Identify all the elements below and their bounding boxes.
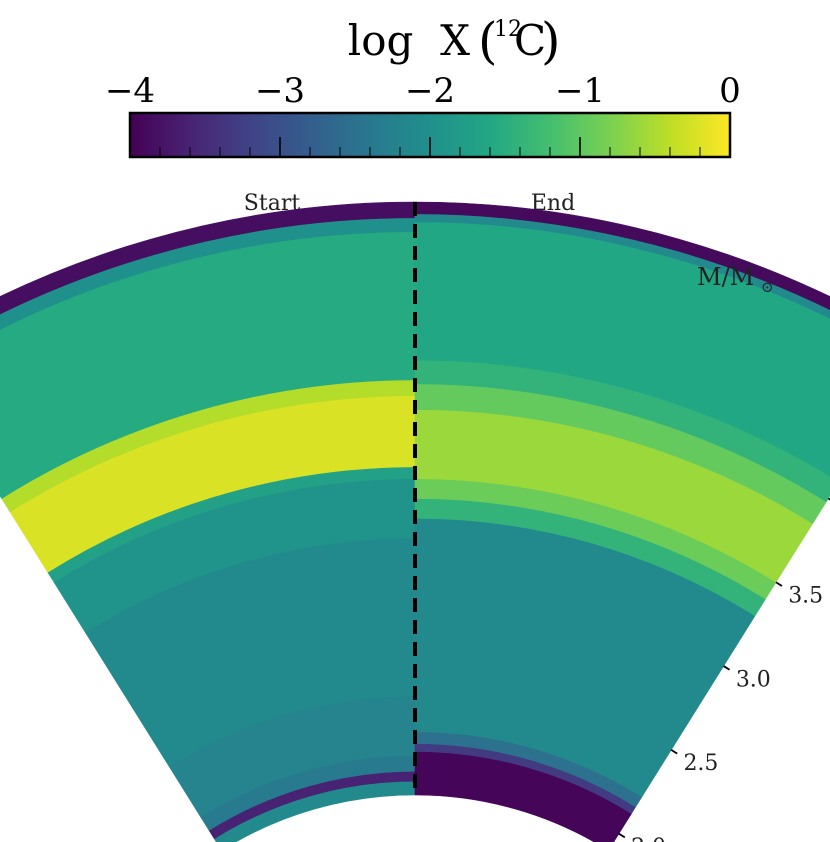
- mass-axis-tick: [618, 832, 626, 839]
- colorbar-tick-label: −2: [405, 71, 455, 111]
- colorbar-title-mass: 12: [494, 17, 522, 42]
- colorbar-tick-label: −4: [105, 71, 155, 111]
- mass-axis-label: M/M ⊙: [697, 263, 774, 296]
- colorbar-title-rparen: ): [541, 12, 561, 70]
- mass-axis-tick: [775, 581, 783, 587]
- mass-axis-tick-label: 3.5: [788, 584, 823, 609]
- colorbar-tick-label: 0: [719, 71, 741, 111]
- mass-axis-tick-label: 2.0: [631, 835, 666, 842]
- start-half: [0, 201, 416, 842]
- mass-axis-label-main: M/M: [697, 263, 754, 291]
- colorbar-tick-labels: −4 −3 −2 −1 0: [105, 71, 741, 111]
- colorbar-title-symbol: C: [514, 16, 546, 65]
- mass-axis-tick: [670, 749, 678, 755]
- colorbar-title: log X ( 12 C ): [348, 12, 561, 70]
- mass-axis-tick: [723, 665, 731, 671]
- colorbar-title-main: log X: [348, 16, 470, 65]
- mass-axis-tick-label: 3.0: [736, 667, 771, 692]
- mass-axis-tick-label: 2.5: [683, 751, 718, 776]
- colorbar-title-lparen: (: [478, 12, 498, 70]
- colorbar-tick-label: −3: [255, 71, 305, 111]
- mass-fan: [0, 201, 830, 842]
- colorbar-frame: [128, 111, 732, 159]
- colorbar-tick-label: −1: [555, 71, 605, 111]
- mass-axis-label-sun-symbol: ⊙: [761, 278, 774, 296]
- end-shell: [414, 201, 830, 311]
- end-half: [414, 201, 830, 842]
- mass-axis: 2.02.53.03.54.04.5: [618, 497, 830, 842]
- mass-axis-tick: [827, 497, 830, 501]
